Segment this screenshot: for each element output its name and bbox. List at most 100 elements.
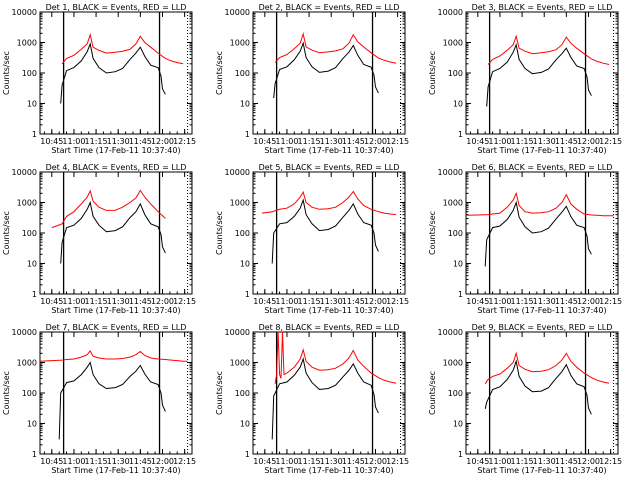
x-tick-label: 11:00 xyxy=(62,297,85,306)
y-tick-label: 10000 xyxy=(438,328,463,337)
x-tick-label: 12:00 xyxy=(364,297,387,306)
x-tick-label: 12:00 xyxy=(151,137,174,146)
panel-det-3: 1 10 100 1000 10000 10:45 11:00 11:15 11:30 11:45… xyxy=(428,3,622,155)
x-tick-label: 12:15 xyxy=(386,457,409,466)
panel-title: Det 3, BLACK = Events, RED = LLD xyxy=(472,3,613,12)
x-tick-label: 11:15 xyxy=(298,297,321,306)
x-tick-label: 11:00 xyxy=(275,137,298,146)
events-series-line xyxy=(60,42,166,104)
x-tick-label: 11:45 xyxy=(129,137,152,146)
y-tick-label: 100 xyxy=(22,229,37,238)
y-tick-label: 100 xyxy=(448,229,463,238)
lld-series-line xyxy=(261,190,397,216)
x-tick-label: 11:00 xyxy=(62,137,85,146)
x-tick-label: 10:45 xyxy=(253,457,276,466)
x-tick-label: 12:15 xyxy=(386,297,409,306)
x-tick-label: 11:00 xyxy=(488,297,511,306)
panel-title: Det 4, BLACK = Events, RED = LLD xyxy=(46,163,187,172)
y-tick-label: 1000 xyxy=(230,39,250,48)
x-tick-label: 11:45 xyxy=(555,137,578,146)
events-series-line xyxy=(484,359,592,415)
y-tick-label: 10000 xyxy=(12,168,37,177)
plot-frame xyxy=(465,171,619,295)
lld-series-line xyxy=(487,34,610,65)
x-tick-label: 12:00 xyxy=(364,137,387,146)
y-tick-label: 100 xyxy=(22,69,37,78)
y-axis-label: Counts/sec xyxy=(428,211,437,255)
y-axis-label: Counts/sec xyxy=(2,371,11,415)
y-tick-label: 1 xyxy=(245,450,250,459)
x-tick-label: 11:15 xyxy=(511,457,534,466)
y-tick-label: 100 xyxy=(235,229,250,238)
plot-frame xyxy=(252,11,406,135)
x-axis-label: Start Time (17-Feb-11 10:37:40) xyxy=(51,466,180,475)
y-tick-label: 10 xyxy=(240,420,250,429)
y-tick-label: 100 xyxy=(448,389,463,398)
y-tick-label: 10 xyxy=(453,260,463,269)
events-series-line xyxy=(273,41,379,99)
x-axis-label: Start Time (17-Feb-11 10:37:40) xyxy=(264,146,393,155)
x-tick-label: 11:00 xyxy=(275,457,298,466)
y-tick-label: 100 xyxy=(448,69,463,78)
x-tick-label: 11:30 xyxy=(533,137,556,146)
panel-title: Det 2, BLACK = Events, RED = LLD xyxy=(259,3,400,12)
x-tick-label: 11:30 xyxy=(533,297,556,306)
x-tick-label: 10:45 xyxy=(40,457,63,466)
x-tick-label: 11:00 xyxy=(488,137,511,146)
x-tick-label: 12:15 xyxy=(599,457,622,466)
x-tick-label: 11:15 xyxy=(511,297,534,306)
x-tick-label: 10:45 xyxy=(40,297,63,306)
events-series-line xyxy=(486,42,592,107)
panel-title: Det 7, BLACK = Events, RED = LLD xyxy=(46,323,187,332)
x-tick-label: 12:15 xyxy=(173,137,196,146)
x-tick-label: 11:00 xyxy=(488,457,511,466)
y-tick-label: 1000 xyxy=(17,199,37,208)
panel-title: Det 9, BLACK = Events, RED = LLD xyxy=(472,323,613,332)
plot-frame xyxy=(39,171,193,295)
x-tick-label: 12:00 xyxy=(577,137,600,146)
x-tick-label: 12:00 xyxy=(151,297,174,306)
x-tick-label: 12:15 xyxy=(173,297,196,306)
y-tick-label: 1000 xyxy=(17,39,37,48)
panel-title: Det 5, BLACK = Events, RED = LLD xyxy=(259,163,400,172)
y-axis-label: Counts/sec xyxy=(215,211,224,255)
y-axis-label: Counts/sec xyxy=(428,51,437,95)
y-tick-label: 10000 xyxy=(225,8,250,17)
y-tick-label: 1000 xyxy=(230,199,250,208)
x-tick-label: 11:45 xyxy=(555,457,578,466)
y-tick-label: 10 xyxy=(240,100,250,109)
x-tick-label: 11:30 xyxy=(107,297,130,306)
y-tick-label: 10000 xyxy=(438,8,463,17)
x-tick-label: 11:15 xyxy=(85,297,108,306)
y-tick-label: 1 xyxy=(32,290,37,299)
events-series-line xyxy=(271,198,379,264)
x-tick-label: 12:00 xyxy=(577,297,600,306)
x-tick-label: 12:00 xyxy=(577,457,600,466)
x-axis-label: Start Time (17-Feb-11 10:37:40) xyxy=(477,146,606,155)
x-axis-label: Start Time (17-Feb-11 10:37:40) xyxy=(264,466,393,475)
events-series-line xyxy=(58,361,166,440)
x-tick-label: 11:30 xyxy=(533,457,556,466)
panel-det-2: 1 10 100 1000 10000 10:45 11:00 11:15 11:30 11:45… xyxy=(215,3,409,155)
panel-title: Det 8, BLACK = Events, RED = LLD xyxy=(259,323,400,332)
y-axis-label: Counts/sec xyxy=(215,371,224,415)
y-tick-label: 100 xyxy=(22,389,37,398)
x-tick-label: 12:15 xyxy=(173,457,196,466)
lld-series-line xyxy=(465,191,614,217)
x-tick-label: 11:15 xyxy=(85,457,108,466)
x-tick-label: 12:00 xyxy=(151,457,174,466)
panel-det-5: 1 10 100 1000 10000 10:45 11:00 11:15 11:30 11:45… xyxy=(215,163,409,315)
x-tick-label: 11:15 xyxy=(85,137,108,146)
y-tick-label: 1 xyxy=(32,130,37,139)
y-tick-label: 1000 xyxy=(443,359,463,368)
panel-det-1: 1 10 100 1000 10000 10:45 11:00 11:15 11:30 11:45… xyxy=(2,3,196,155)
plot-frame xyxy=(465,11,619,135)
x-tick-label: 11:00 xyxy=(275,297,298,306)
y-tick-label: 1000 xyxy=(17,359,37,368)
panel-title: Det 6, BLACK = Events, RED = LLD xyxy=(472,163,613,172)
x-tick-label: 11:30 xyxy=(107,137,130,146)
x-tick-label: 11:30 xyxy=(320,457,343,466)
x-axis-label: Start Time (17-Feb-11 10:37:40) xyxy=(477,306,606,315)
x-tick-label: 11:00 xyxy=(62,457,85,466)
